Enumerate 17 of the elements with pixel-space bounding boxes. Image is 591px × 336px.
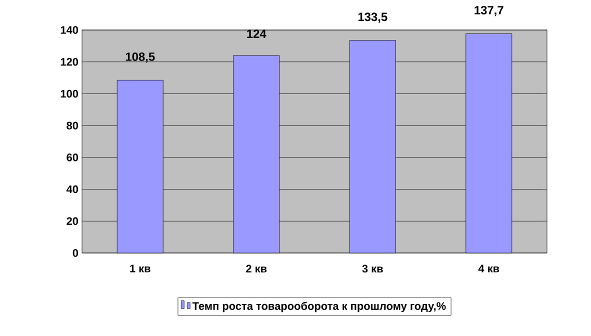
y-tick-label: 140 <box>60 26 78 34</box>
data-label: 108,5 <box>126 52 155 63</box>
y-tick-label: 80 <box>66 122 78 130</box>
y-tick-label: 120 <box>60 58 78 66</box>
y-tick-label: 0 <box>72 249 78 257</box>
data-label: 133,5 <box>358 12 388 23</box>
data-label: 137,7 <box>474 6 504 16</box>
y-tick-label: 20 <box>66 217 78 226</box>
y-tick-label: 60 <box>66 154 78 162</box>
data-label: 124 <box>247 30 266 38</box>
x-tick-label: 1 кв <box>130 264 150 272</box>
y-tick-label: 40 <box>66 185 78 194</box>
x-tick-label: 2 кв <box>246 264 267 272</box>
legend-label: Темп роста товарооборота к прошлому году,% <box>192 302 446 312</box>
x-tick-label: 4 кв <box>478 264 500 272</box>
x-tick-label: 3 кв <box>362 264 383 273</box>
y-tick-label: 100 <box>60 90 78 98</box>
